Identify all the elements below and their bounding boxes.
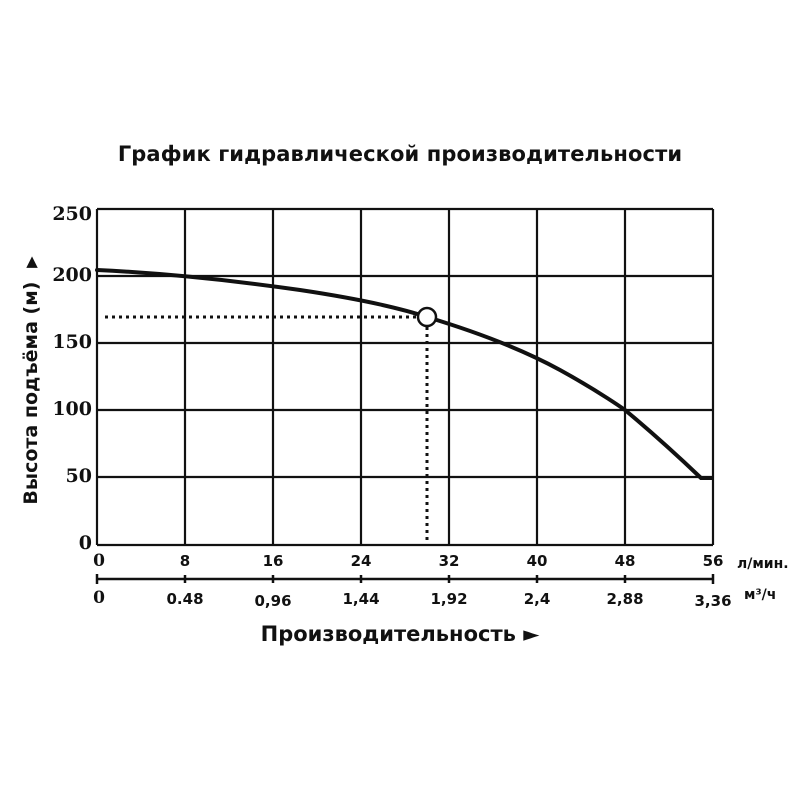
x2-tick-0: 0: [93, 588, 105, 608]
x-tick-48: 48: [614, 552, 636, 570]
operating-point-marker: [416, 306, 438, 328]
x2-tick-0-48: 0.48: [166, 590, 204, 608]
x-tick-8: 8: [179, 552, 191, 570]
y-tick-50: 50: [65, 465, 92, 487]
secondary-x-axis: [95, 574, 715, 584]
operating-point-guides: [105, 315, 429, 545]
x-unit-secondary: м³/ч: [744, 587, 777, 603]
x2-tick-2-4: 2,4: [523, 590, 551, 608]
grid-lines: [95, 207, 715, 547]
x-tick-24: 24: [350, 552, 372, 570]
y-tick-100: 100: [52, 398, 92, 420]
x2-tick-1-44: 1,44: [342, 590, 380, 608]
x2-tick-2-88: 2,88: [606, 590, 644, 608]
performance-curve: [95, 268, 714, 480]
x-tick-16: 16: [262, 552, 284, 570]
y-tick-0: 0: [78, 532, 92, 554]
x2-tick-1-92: 1,92: [430, 590, 468, 608]
x-tick-40: 40: [526, 552, 548, 570]
y-tick-150: 150: [52, 331, 92, 353]
x-tick-0: 0: [93, 551, 105, 571]
x-tick-32: 32: [438, 552, 460, 570]
x2-tick-0-96: 0,96: [254, 592, 292, 610]
x-axis-label: Производительность ►: [260, 622, 540, 646]
x-tick-56: 56: [702, 552, 724, 570]
y-tick-200: 200: [52, 264, 92, 286]
x-unit-primary: л/мин.: [737, 556, 789, 572]
chart-title: График гидравлической производительности: [117, 142, 683, 166]
x2-tick-3-36: 3,36: [694, 592, 732, 610]
y-tick-250: 250: [52, 203, 92, 225]
